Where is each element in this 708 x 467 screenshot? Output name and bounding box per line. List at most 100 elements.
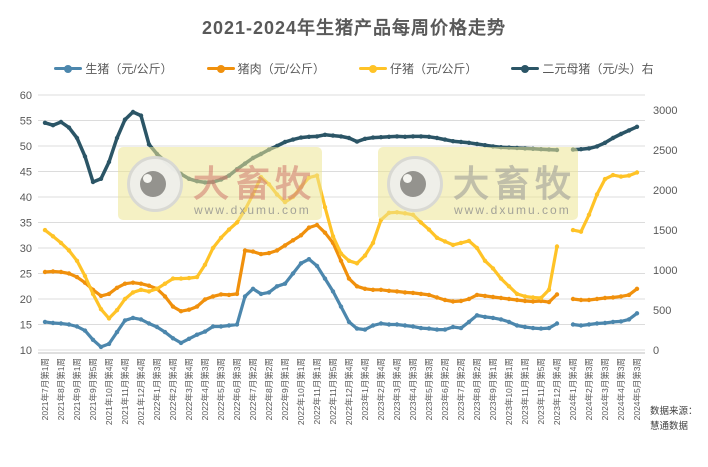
live-pig-point bbox=[338, 304, 344, 309]
pork-point bbox=[234, 291, 240, 297]
piglet-point bbox=[194, 274, 200, 280]
binary-sow-point bbox=[114, 135, 120, 141]
pork-point bbox=[98, 293, 104, 299]
piglet-point bbox=[482, 258, 488, 263]
x-axis-tick-label: 2021年9月第5周 bbox=[88, 358, 98, 420]
pork-point bbox=[298, 233, 304, 238]
live-pig-point bbox=[178, 340, 184, 346]
data-source-line: 数据来源： bbox=[650, 406, 698, 417]
x-axis-tick-label: 2023年11月第5周 bbox=[536, 358, 546, 424]
binary-sow-point bbox=[362, 136, 368, 141]
piglet-point bbox=[498, 276, 504, 281]
pork-point bbox=[66, 271, 72, 276]
live-pig-point bbox=[402, 323, 408, 328]
x-axis-tick-label: 2021年12月第4周 bbox=[136, 358, 146, 425]
x-axis-tick-label: 2023年9月第1周 bbox=[488, 358, 498, 420]
legend-line-marker-icon bbox=[359, 64, 387, 73]
pork-point bbox=[434, 295, 440, 300]
piglet-point bbox=[458, 240, 464, 246]
left-axis-tick-label: 25 bbox=[20, 269, 32, 281]
piglet-point bbox=[538, 295, 544, 301]
piglet-point bbox=[82, 273, 88, 279]
pork-point bbox=[514, 297, 520, 303]
live-pig-point bbox=[554, 321, 560, 326]
legend: 生猪（元/公斤） 猪肉（元/公斤） 仔猪（元/公斤） 二元母猪（元/头）右 bbox=[0, 60, 708, 77]
live-pig-point bbox=[90, 337, 96, 342]
legend-line-marker-icon bbox=[54, 64, 83, 73]
live-pig-point bbox=[530, 325, 536, 331]
live-pig-point bbox=[122, 318, 128, 323]
live-pig-point bbox=[282, 281, 288, 286]
pork-point bbox=[634, 286, 640, 291]
pork-point bbox=[586, 297, 592, 303]
pork-point bbox=[570, 296, 576, 302]
legend-item-piglet: 仔猪（元/公斤） bbox=[359, 60, 477, 77]
right-axis-tick-label: 2000 bbox=[653, 185, 677, 197]
x-axis-tick-label: 2022年1月第3周 bbox=[152, 358, 162, 420]
binary-sow-point bbox=[634, 124, 640, 129]
x-axis-tick-label: 2022年8月第2周 bbox=[264, 358, 274, 420]
data-source-line: 慧通数据 bbox=[650, 421, 689, 432]
x-axis-tick-label: 2022年5月第3周 bbox=[216, 358, 226, 420]
binary-sow-point bbox=[482, 143, 488, 148]
live-pig-point bbox=[50, 320, 56, 326]
pork-point bbox=[106, 291, 112, 297]
x-axis-tick-label: 2024年2月第3周 bbox=[584, 358, 594, 420]
live-pig-point bbox=[546, 325, 552, 331]
piglet-point bbox=[514, 291, 520, 297]
live-pig-point bbox=[58, 321, 64, 326]
live-pig-point bbox=[506, 319, 512, 325]
x-axis-tick-label: 2023年1月第4周 bbox=[360, 358, 370, 420]
legend-item-live-pig: 生猪（元/公斤） bbox=[54, 60, 173, 77]
piglet-point bbox=[122, 296, 128, 302]
left-axis-tick-label: 10 bbox=[20, 345, 32, 357]
pork-point bbox=[306, 225, 312, 230]
binary-sow-point bbox=[346, 135, 352, 141]
live-pig-point bbox=[114, 329, 120, 335]
left-axis-tick-label: 30 bbox=[20, 243, 32, 255]
pork-point bbox=[426, 292, 432, 298]
binary-sow-point bbox=[130, 109, 136, 115]
watermark: 大畜牧 www.dxumu.com bbox=[118, 147, 322, 220]
live-pig-point bbox=[394, 322, 400, 327]
piglet-point bbox=[490, 266, 496, 271]
live-pig-point bbox=[322, 276, 328, 281]
pork-point bbox=[130, 280, 136, 285]
pork-point bbox=[506, 296, 512, 302]
live-pig-point bbox=[314, 263, 320, 269]
binary-sow-point bbox=[474, 141, 480, 147]
right-axis-tick-label: 3000 bbox=[653, 105, 677, 117]
piglet-point bbox=[322, 205, 328, 210]
pork-point bbox=[410, 290, 416, 296]
left-axis-tick-label: 15 bbox=[20, 320, 32, 332]
x-axis-tick-label: 2023年10月第1周 bbox=[504, 358, 514, 425]
piglet-point bbox=[506, 284, 512, 289]
binary-sow-point bbox=[338, 134, 344, 139]
binary-sow-point bbox=[434, 135, 440, 141]
legend-item-pork: 猪肉（元/公斤） bbox=[206, 60, 325, 77]
piglet-point bbox=[106, 316, 112, 321]
piglet-point bbox=[602, 176, 608, 182]
piglet-point bbox=[346, 258, 352, 263]
right-axis-tick-label: 2500 bbox=[653, 145, 677, 157]
pork-point bbox=[474, 292, 480, 298]
piglet-point bbox=[154, 286, 160, 291]
piglet-point bbox=[618, 174, 624, 179]
binary-sow-point bbox=[378, 135, 384, 140]
legend-label: 二元母猪（元/头）右 bbox=[542, 62, 654, 76]
pork-point bbox=[290, 238, 296, 243]
binary-sow-point bbox=[314, 134, 320, 139]
pork-point bbox=[458, 298, 464, 304]
pork-point bbox=[346, 276, 352, 281]
x-axis-tick-label: 2022年10月第1周 bbox=[296, 358, 306, 425]
live-pig-point bbox=[602, 320, 608, 326]
binary-sow-point bbox=[50, 123, 56, 128]
piglet-point bbox=[474, 245, 480, 251]
pork-point bbox=[554, 292, 560, 297]
shine-icon bbox=[143, 173, 152, 183]
right-axis-tick-label: 0 bbox=[653, 345, 659, 357]
binary-sow-point bbox=[426, 134, 432, 139]
x-axis-tick-label: 2022年9月第1周 bbox=[280, 358, 290, 420]
binary-sow-point bbox=[58, 119, 64, 125]
